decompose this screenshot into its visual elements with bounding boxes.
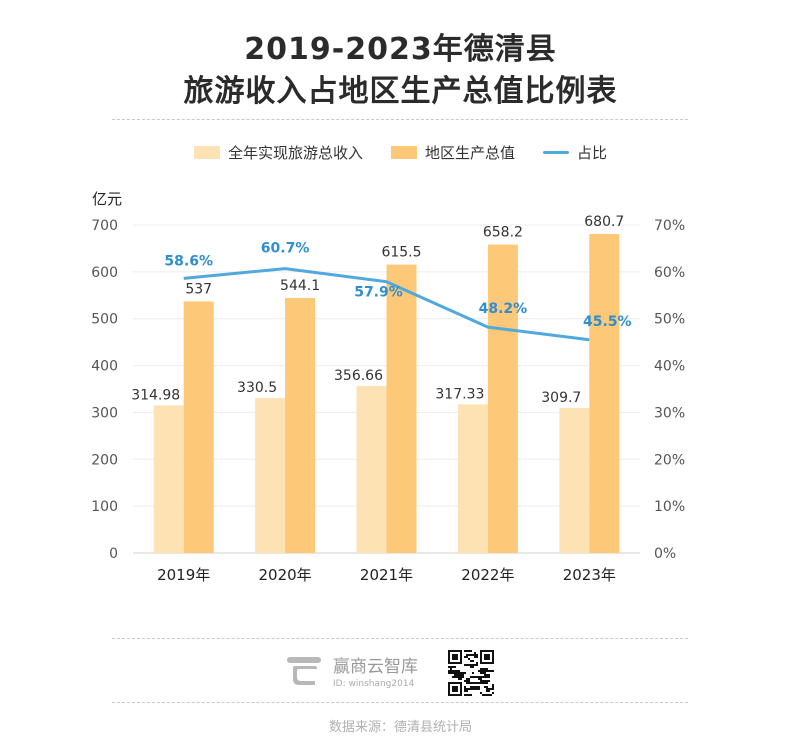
data-label-gdp: 544.1 xyxy=(280,278,320,294)
legend-swatch-ratio xyxy=(543,151,569,154)
data-label-ratio: 45.5% xyxy=(583,314,632,330)
bar-gdp xyxy=(285,298,316,553)
y-tick-label: 0 xyxy=(109,546,118,562)
data-label-gdp: 658.2 xyxy=(483,225,523,241)
data-label-revenue: 317.33 xyxy=(435,386,484,402)
bottom-divider-2 xyxy=(112,702,688,703)
top-divider xyxy=(112,119,688,120)
y-tick-label: 700 xyxy=(91,218,118,234)
bar-gdp xyxy=(183,301,214,553)
bar-revenue xyxy=(255,398,286,553)
brand-name: 赢商云智库 xyxy=(333,657,418,677)
legend-swatch-revenue xyxy=(193,146,220,159)
bar-gdp xyxy=(589,234,620,553)
y-tick-label: 300 xyxy=(91,405,118,421)
x-tick-label: 2021年 xyxy=(360,566,413,584)
y2-tick-label: 0% xyxy=(654,546,676,562)
legend: 全年实现旅游总收入 地区生产总值 占比 xyxy=(0,142,801,163)
data-label-ratio: 60.7% xyxy=(261,241,310,257)
brand-id: ID: winshang2014 xyxy=(333,679,415,689)
bar-revenue xyxy=(559,407,590,553)
bottom-divider-1 xyxy=(112,638,688,639)
y-axis-unit: 亿元 xyxy=(92,190,123,208)
ratio-line xyxy=(183,267,590,342)
y-tick-label: 400 xyxy=(91,359,118,375)
data-label-revenue: 330.5 xyxy=(237,380,277,396)
data-label-ratio: 58.6% xyxy=(164,253,213,269)
bar-revenue xyxy=(356,385,387,553)
qr-code-icon xyxy=(448,650,494,696)
x-tick-label: 2020年 xyxy=(259,566,312,584)
y2-tick-label: 40% xyxy=(654,359,685,375)
y2-tick-label: 10% xyxy=(654,499,685,515)
y-tick-label: 600 xyxy=(91,265,118,281)
y2-tick-label: 60% xyxy=(654,265,685,281)
data-label-revenue: 314.98 xyxy=(131,387,180,403)
y-tick-label: 500 xyxy=(91,312,118,328)
x-tick-label: 2022年 xyxy=(461,566,514,584)
brand-logo-icon xyxy=(287,656,321,685)
chart-title-line2: 旅游收入占地区生产总值比例表 xyxy=(183,74,618,109)
y-tick-label: 100 xyxy=(91,499,118,515)
bar-revenue xyxy=(457,404,488,553)
data-label-revenue: 309.7 xyxy=(541,390,581,406)
chart-title-line1: 2019-2023年德清县 xyxy=(244,32,557,67)
legend-swatch-gdp xyxy=(390,146,417,159)
brand-block: 赢商云智库 ID: winshang2014 xyxy=(285,652,418,689)
y2-tick-label: 50% xyxy=(654,312,685,328)
legend-item-gdp: 地区生产总值 xyxy=(390,142,515,163)
bar-gdp xyxy=(386,264,417,553)
y2-tick-label: 30% xyxy=(654,405,685,421)
legend-item-revenue: 全年实现旅游总收入 xyxy=(193,142,363,163)
y-tick-label: 200 xyxy=(91,452,118,468)
data-label-gdp: 680.7 xyxy=(584,214,624,230)
data-label-ratio: 57.9% xyxy=(354,285,403,301)
data-label-gdp: 537 xyxy=(185,281,212,297)
legend-label-gdp: 地区生产总值 xyxy=(424,144,515,162)
data-label-gdp: 615.5 xyxy=(381,245,421,261)
data-label-revenue: 356.66 xyxy=(334,368,383,384)
bar-revenue xyxy=(153,405,184,553)
y2-tick-label: 20% xyxy=(654,452,685,468)
data-source: 数据来源：德清县统计局 xyxy=(328,720,472,735)
legend-item-ratio: 占比 xyxy=(543,142,607,163)
bar-gdp xyxy=(487,244,518,553)
legend-label-ratio: 占比 xyxy=(577,144,608,162)
x-tick-label: 2019年 xyxy=(157,566,210,584)
data-label-ratio: 48.2% xyxy=(479,301,528,317)
y2-tick-label: 70% xyxy=(654,218,685,234)
x-tick-label: 2023年 xyxy=(563,566,616,584)
legend-label-revenue: 全年实现旅游总收入 xyxy=(227,144,363,162)
